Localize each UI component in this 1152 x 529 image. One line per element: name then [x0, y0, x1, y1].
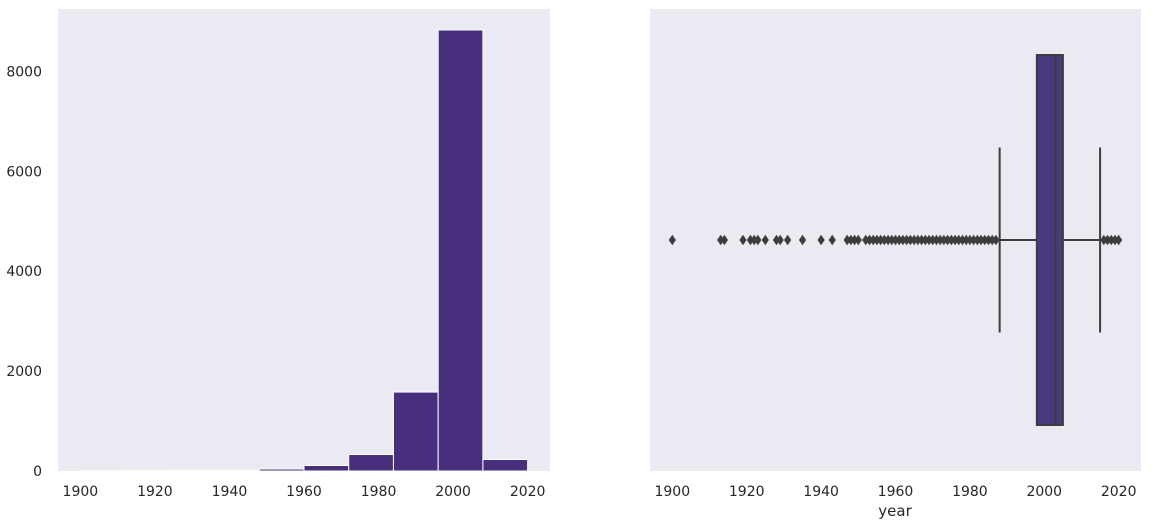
boxplot-outlier [958, 234, 967, 246]
boxplot-outlier [906, 234, 914, 246]
boxplot-shapes [998, 54, 1102, 426]
boxplot-outlier [936, 234, 944, 246]
boxplot-outlier [943, 234, 952, 246]
boxplot-outlier [1111, 234, 1119, 246]
boxplot-outlier [873, 234, 881, 246]
histogram-bar-9 [482, 459, 529, 472]
histogram-bar-7 [392, 391, 439, 472]
histogram-x-tick-label: 2020 [510, 484, 546, 500]
boxplot-outlier [828, 234, 836, 246]
histogram-y-tick-labels: 0 2000 4000 6000 8000 [6, 64, 42, 480]
boxplot-outlier [847, 234, 855, 246]
boxplot-outlier [966, 234, 974, 246]
boxplot-outlier [668, 234, 676, 246]
boxplot-x-tick-label: 1980 [952, 484, 988, 500]
boxplot-outlier [739, 234, 747, 246]
boxplot-x-tick-label: 1900 [654, 484, 690, 500]
boxplot-outlier [776, 234, 784, 246]
histogram-x-tick-label: 1960 [286, 484, 322, 500]
boxplot-panel: 1900 1920 1940 1960 1980 2000 2020 year [650, 9, 1141, 520]
histogram-panel: 1900 1920 1940 1960 1980 2000 2020 0 2000 4000 60… [6, 9, 550, 500]
boxplot-outlier [817, 234, 825, 246]
boxplot-outlier [865, 234, 874, 246]
boxplot-outlier [862, 234, 870, 246]
boxplot-x-tick-label: 2000 [1026, 484, 1062, 500]
boxplot-outlier [955, 234, 963, 246]
boxplot-outlier [970, 234, 978, 246]
boxplot-outlier [984, 234, 993, 246]
boxplot-x-tick-label: 1920 [729, 484, 765, 500]
boxplot-outlier [888, 234, 896, 246]
boxplot-outlier [784, 234, 792, 246]
histogram-x-tick-label: 1980 [361, 484, 397, 500]
histogram-x-tick-label: 1900 [63, 484, 99, 500]
boxplot-outlier [973, 234, 981, 246]
boxplot-outlier [921, 234, 929, 246]
boxplot-outlier [877, 234, 885, 246]
histogram-bar-5 [303, 465, 350, 472]
boxplot-outlier [720, 234, 728, 246]
histogram-y-tick-label: 8000 [6, 64, 42, 80]
boxplot-outlier [869, 234, 877, 246]
boxplot-outlier [884, 234, 892, 246]
boxplot-outlier [929, 234, 937, 246]
boxplot-outlier [1100, 234, 1108, 246]
boxplot-outlier [988, 234, 996, 246]
boxplot-outlier [1115, 234, 1123, 246]
histogram-bars [79, 29, 529, 472]
boxplot-x-tick-label: 1940 [803, 484, 839, 500]
histogram-bar-6 [348, 454, 394, 472]
boxplot-outlier [854, 234, 862, 246]
boxplot-outlier [914, 234, 922, 246]
boxplot-outlier [850, 234, 859, 246]
boxplot-x-tick-labels: 1900 1920 1940 1960 1980 2000 2020 [654, 484, 1136, 500]
boxplot-outlier [754, 234, 762, 246]
histogram-bar-3 [214, 469, 260, 472]
boxplot-outlier [772, 234, 781, 246]
histogram-y-tick-label: 4000 [6, 264, 42, 280]
histogram-x-tick-label: 2000 [435, 484, 471, 500]
boxplot-outlier [798, 234, 807, 246]
boxplot-outlier [750, 234, 758, 246]
boxplot-outlier [992, 234, 1000, 246]
histogram-y-tick-label: 6000 [6, 164, 42, 180]
boxplot-outlier [910, 234, 918, 246]
boxplot-outlier [981, 234, 989, 246]
boxplot-outlier [962, 234, 970, 246]
histogram-y-tick-label: 0 [33, 464, 42, 480]
boxplot-box [1035, 54, 1064, 426]
boxplot-outlier [746, 234, 755, 246]
histogram-x-tick-labels: 1900 1920 1940 1960 1980 2000 2020 [63, 484, 546, 500]
boxplot-outlier [947, 234, 955, 246]
histogram-x-tick-label: 1940 [212, 484, 248, 500]
boxplot-outlier [880, 234, 888, 246]
boxplot-outlier [977, 234, 985, 246]
boxplot-outlier [843, 234, 851, 246]
boxplot-outlier [717, 234, 725, 246]
boxplot-x-tick-label: 2020 [1101, 484, 1137, 500]
boxplot-outlier [1107, 234, 1115, 246]
boxplot-outlier [903, 234, 911, 246]
boxplot-outlier [891, 234, 900, 246]
boxplot-x-axis-label: year [878, 502, 912, 520]
histogram-x-tick-label: 1920 [137, 484, 173, 500]
histogram-y-tick-label: 2000 [6, 364, 42, 380]
boxplot-outlier [1103, 234, 1112, 246]
histogram-bar-4 [258, 468, 305, 472]
boxplot-outlier [761, 234, 769, 246]
boxplot-outliers [668, 234, 1123, 246]
boxplot-outlier [899, 234, 907, 246]
histogram-bar-8 [437, 29, 484, 472]
boxplot-x-tick-label: 1960 [878, 484, 914, 500]
boxplot-outlier [917, 234, 926, 246]
boxplot-outlier [951, 234, 959, 246]
boxplot-outlier [940, 234, 948, 246]
boxplot-outlier [925, 234, 933, 246]
boxplot-outlier [895, 234, 903, 246]
boxplot-outlier [932, 234, 941, 246]
